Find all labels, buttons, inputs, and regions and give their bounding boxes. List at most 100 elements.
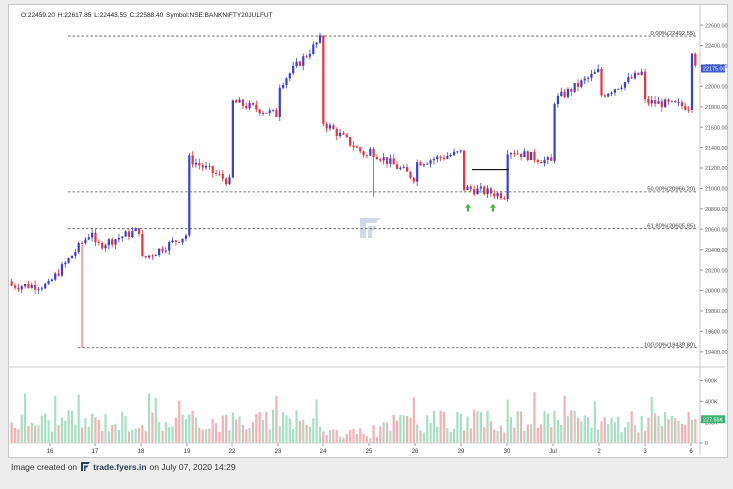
candle-body [630,77,633,79]
candle-body [121,236,124,239]
volume-bar [670,416,673,443]
volume-bar [84,418,87,443]
candle-body [395,164,399,169]
candle-body [37,288,40,290]
volume-bar [315,399,318,443]
candle-body [34,284,37,290]
candle-body [583,78,586,81]
volume-bar [342,437,345,443]
volume-bar [586,417,590,443]
candle-body [406,167,409,172]
candle-body [117,238,121,240]
candle-body [23,283,27,287]
volume-bar [620,432,623,443]
candle-body [271,109,275,111]
volume-bar [318,426,322,443]
candle-body [573,83,576,92]
volume-bar [305,424,308,443]
candle-body [141,233,144,257]
candle-body [667,99,670,102]
candle-body [255,104,258,110]
volume-bar [640,415,643,443]
volume-bar [446,428,449,443]
candle-body [459,150,462,152]
x-tick-label: 16 [47,449,54,455]
price-tick-label: 20400.00 [705,248,727,254]
candle-body [610,92,613,94]
candle-body [436,156,439,160]
candle-body [338,133,342,137]
x-tick-label: 2 [597,449,601,455]
volume-bar [486,410,489,443]
volume-bar [462,430,466,443]
volume-bar [479,412,482,443]
candle-body [91,232,94,238]
volume-bar [137,428,141,443]
volume-bar [432,410,436,443]
volume-bar [623,427,627,443]
volume-bar [338,436,342,443]
candle-body [526,151,529,161]
candle-body [251,103,255,105]
fyers-logo-icon [81,462,91,471]
volume-bar [144,431,147,443]
volume-bar [104,414,107,443]
volume-bar [255,414,258,443]
volume-bar [97,419,100,443]
candle-body [392,158,395,165]
candle-body [124,231,127,237]
volume-bar [674,418,677,443]
volume-bar [302,419,305,443]
candle-body [506,154,509,199]
candle-body [342,133,345,135]
volume-bar [406,416,409,443]
candle-body [17,287,20,290]
volume-tick-label: 600K [705,379,718,385]
volume-bar [399,415,402,443]
volume-bar [506,399,509,443]
volume-bar [590,427,593,443]
volume-bar [188,414,191,443]
volume-bar [181,414,184,443]
volume-bar [278,426,281,443]
candle-body [50,279,53,281]
volume-bar [647,417,650,443]
candle-body [590,73,593,78]
candle-body [64,262,67,265]
open-value: O:22459.20 [21,12,55,19]
low-value: L:22443.55 [94,12,127,19]
volume-bar [382,422,385,443]
volume-bar [476,410,479,443]
price-tick-label: 21600.00 [705,125,727,131]
volume-bar [218,431,221,443]
volume-bar [335,429,338,443]
volume-bar [633,425,637,443]
candle-body [298,61,301,66]
x-tick-label: 3 [643,449,647,455]
candle-body [556,96,560,105]
price-tick-label: 19600.00 [705,330,727,336]
candle-body [462,150,466,190]
candle-body [328,125,332,129]
last-volume-tag [701,415,725,424]
chart-frame: O:22459.20 H:22617.85 L:22443.55 C:22588… [8,4,728,458]
candle-body [493,193,496,197]
volume-bar [563,395,566,443]
candle-body [382,157,385,161]
candle-body [181,238,184,243]
volume-bar [151,412,154,443]
candle-body [660,101,663,108]
volume-bar [77,394,80,443]
candle-body [47,280,50,284]
volume-bar [392,414,395,443]
volume-bar [34,425,37,443]
volume-bar [265,411,268,443]
candle-body [359,147,362,152]
candle-body [600,68,603,96]
candle-body [637,72,640,75]
volume-bar [483,427,486,443]
volume-bar [312,418,315,443]
candle-body [389,158,392,164]
candle-body [201,165,204,168]
